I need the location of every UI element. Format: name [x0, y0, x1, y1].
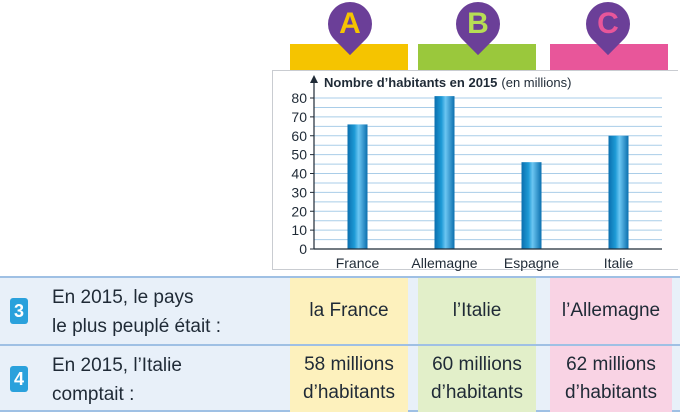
question-4-line-2: comptait :	[52, 384, 135, 405]
y-tick-label: 60	[291, 128, 307, 144]
x-category-label: France	[336, 255, 380, 271]
answer-text: 60 millions	[432, 354, 522, 375]
y-tick-label: 40	[291, 166, 307, 182]
answer-3c[interactable]: l’Allemagne	[550, 278, 672, 344]
answer-text: d’habitants	[431, 382, 523, 403]
answer-3a[interactable]: la France	[290, 278, 408, 344]
question-3-line-1: En 2015, le pays	[52, 287, 194, 308]
chart-title-main: Nombre d’habitants en 2015	[324, 75, 497, 90]
answer-text: la France	[309, 300, 389, 321]
x-category-label: Allemagne	[411, 255, 477, 271]
y-tick-label: 20	[291, 203, 307, 219]
question-number-badge: 3	[10, 298, 28, 324]
choice-b-letter: B	[467, 7, 489, 40]
row-divider	[0, 344, 680, 346]
answer-text: l’Allemagne	[561, 300, 661, 321]
chart-title-unit: (en millions)	[501, 75, 571, 90]
choice-a-letter: A	[339, 7, 361, 40]
bar-france	[347, 124, 368, 249]
row-divider	[0, 276, 680, 278]
answer-text: 58 millions	[304, 354, 394, 375]
question-3-line-2: le plus peuplé était :	[52, 316, 222, 337]
bar-italie	[608, 135, 629, 249]
answer-4b[interactable]: 60 millions d’habitants	[418, 346, 536, 412]
answer-4a[interactable]: 58 millions d’habitants	[290, 346, 408, 412]
x-category-label: Italie	[604, 255, 634, 271]
y-tick-label: 50	[291, 147, 307, 163]
y-tick-label: 30	[291, 184, 307, 200]
question-4-text: En 2015, l’Italie comptait :	[52, 351, 182, 409]
y-axis-arrow-icon	[310, 75, 318, 83]
y-tick-label: 70	[291, 109, 307, 125]
choice-c-pin[interactable]: C	[576, 0, 640, 56]
question-number-badge: 4	[10, 366, 28, 392]
answer-4c[interactable]: 62 millions d’habitants	[550, 346, 672, 412]
y-tick-label: 10	[291, 222, 307, 238]
question-3-text: En 2015, le pays le plus peuplé était :	[52, 283, 221, 341]
answer-text: d’habitants	[303, 382, 395, 403]
answer-text: l’Italie	[452, 300, 502, 321]
x-category-label: Espagne	[504, 255, 559, 271]
question-4-line-1: En 2015, l’Italie	[52, 355, 182, 376]
y-tick-label: 0	[299, 241, 307, 257]
answer-3b[interactable]: l’Italie	[418, 278, 536, 344]
choice-b-pin[interactable]: B	[446, 0, 510, 56]
population-bar-chart: 0 10 20 30 40 50 60 70 80 France Allemagne Espagne I…	[291, 75, 662, 271]
bar-espagne	[521, 162, 542, 249]
bar-allemagne	[434, 96, 455, 249]
answer-text: 62 millions	[566, 354, 656, 375]
choice-a-pin[interactable]: A	[318, 0, 382, 56]
choice-c-letter: C	[597, 7, 619, 40]
answer-text: d’habitants	[565, 382, 657, 403]
y-tick-label: 80	[291, 90, 307, 106]
chart-title: Nombre d’habitants en 2015 (en millions)	[324, 75, 571, 90]
